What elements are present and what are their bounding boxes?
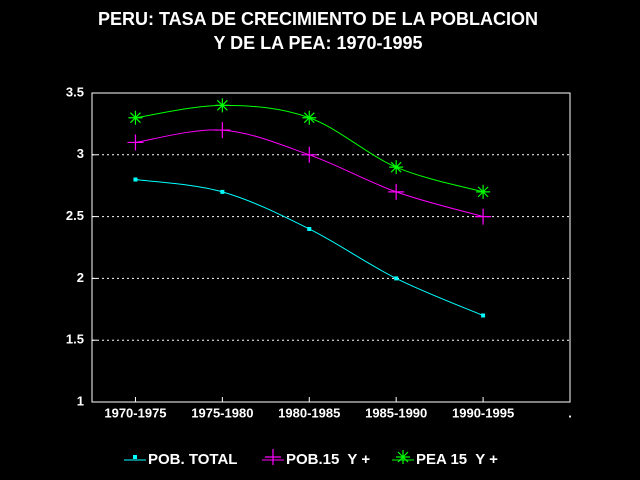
chart-title: Y DE LA PEA: 1970-1995	[213, 33, 422, 53]
data-point	[214, 122, 231, 139]
data-point	[127, 134, 144, 151]
y-tick-label: 2.5	[66, 208, 84, 223]
data-point	[128, 110, 143, 125]
data-point	[388, 183, 405, 200]
x-tick-label: 1985-1990	[365, 405, 427, 420]
data-point	[301, 146, 318, 163]
data-point	[220, 189, 225, 194]
legend-label: POB.15 Y +	[286, 451, 370, 468]
data-point	[133, 177, 138, 182]
data-point	[215, 98, 230, 113]
legend-label: POB. TOTAL	[148, 451, 237, 468]
y-tick-label: 3.5	[66, 84, 84, 99]
data-point	[475, 208, 492, 225]
y-tick-label: 3	[77, 146, 84, 161]
legend-marker	[396, 450, 410, 464]
data-point	[307, 226, 312, 231]
x-tick-label: .	[568, 405, 572, 420]
y-tick-label: 1.5	[66, 332, 84, 347]
data-point	[389, 160, 404, 175]
legend-marker	[133, 455, 137, 459]
plot-frame	[91, 92, 571, 403]
x-tick-label: 1970-1975	[104, 405, 166, 420]
x-tick-label: 1990-1995	[452, 405, 514, 420]
data-point	[302, 110, 317, 125]
legend-marker	[265, 449, 281, 465]
x-tick-label: 1975-1980	[191, 405, 253, 420]
data-point	[394, 276, 399, 281]
y-tick-label: 2	[77, 270, 84, 285]
y-tick-label: 1	[77, 393, 84, 408]
legend-label: PEA 15 Y +	[416, 451, 498, 468]
data-point	[476, 184, 491, 199]
chart-title: PERU: TASA DE CRECIMIENTO DE LA POBLACIO…	[98, 9, 538, 29]
data-point	[481, 313, 486, 318]
series-line	[135, 179, 484, 316]
series-line	[135, 129, 484, 218]
x-tick-label: 1980-1985	[278, 405, 340, 420]
